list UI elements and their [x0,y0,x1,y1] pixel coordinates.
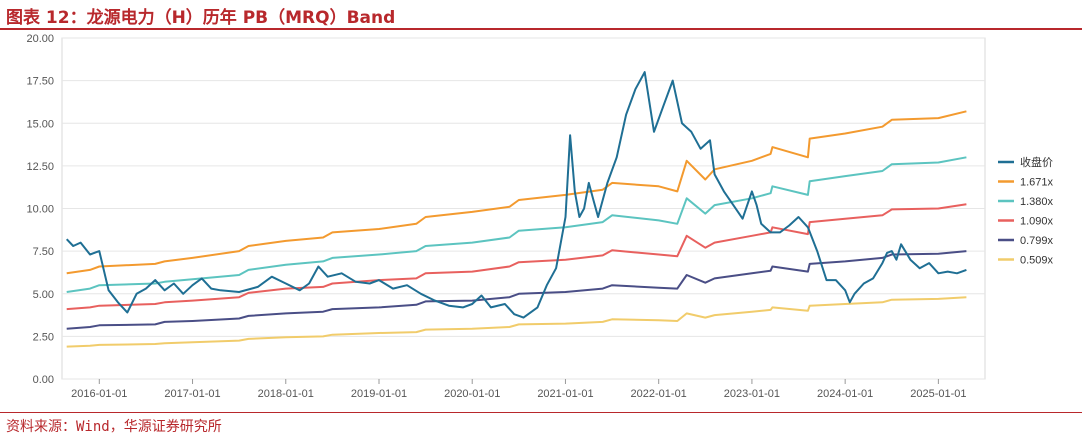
x-tick-label: 2016-01-01 [71,388,127,400]
series-line-0.509x [66,296,967,348]
title-bar: 图表 12：龙源电力（H）历年 PB（MRQ）Band [0,0,1082,30]
x-tick-label: 2025-01-01 [910,388,966,400]
source-note: 资料来源：Wind，华源证券研究所 [6,419,222,435]
x-tick-label: 2020-01-01 [444,388,500,400]
pb-band-chart: 0.00 2.50 5.00 7.50 10.00 12.50 15.00 17.50 20.0… [26,33,1054,400]
x-tick-label: 2021-01-01 [537,388,593,400]
legend-label: 0.509x [1020,255,1054,267]
x-tick-label: 2023-01-01 [724,388,780,400]
y-tick-label: 5.00 [33,289,54,301]
y-tick-label: 12.50 [26,161,54,173]
x-tick-label: 2017-01-01 [164,388,220,400]
legend-label: 收盘价 [1020,155,1053,169]
x-tick-label: 2019-01-01 [351,388,407,400]
series-line-收盘价 [65,71,967,319]
legend-label: 1.671x [1020,177,1054,189]
x-tick-label: 2018-01-01 [258,388,314,400]
y-tick-label: 20.00 [26,33,54,45]
y-tick-label: 2.50 [33,331,54,343]
legend-label: 0.799x [1020,235,1054,247]
y-tick-label: 0.00 [33,374,54,386]
x-tick-label: 2024-01-01 [817,388,873,400]
chart-container: 0.00 2.50 5.00 7.50 10.00 12.50 15.00 17.50 20.0… [0,30,1082,410]
legend-label: 1.090x [1020,216,1054,228]
legend-label: 1.380x [1020,196,1054,208]
x-tick-label: 2022-01-01 [631,388,687,400]
title-divider [0,28,1082,30]
y-tick-label: 17.50 [26,76,54,88]
series-line-1.380x [66,156,967,293]
chart-title: 图表 12：龙源电力（H）历年 PB（MRQ）Band [6,8,396,28]
source-divider [0,412,1082,413]
y-tick-label: 7.50 [33,246,54,258]
series-line-1.671x [66,110,967,275]
y-tick-label: 15.00 [26,118,54,130]
series-line-0.799x [66,250,967,330]
y-tick-label: 10.00 [26,204,54,216]
